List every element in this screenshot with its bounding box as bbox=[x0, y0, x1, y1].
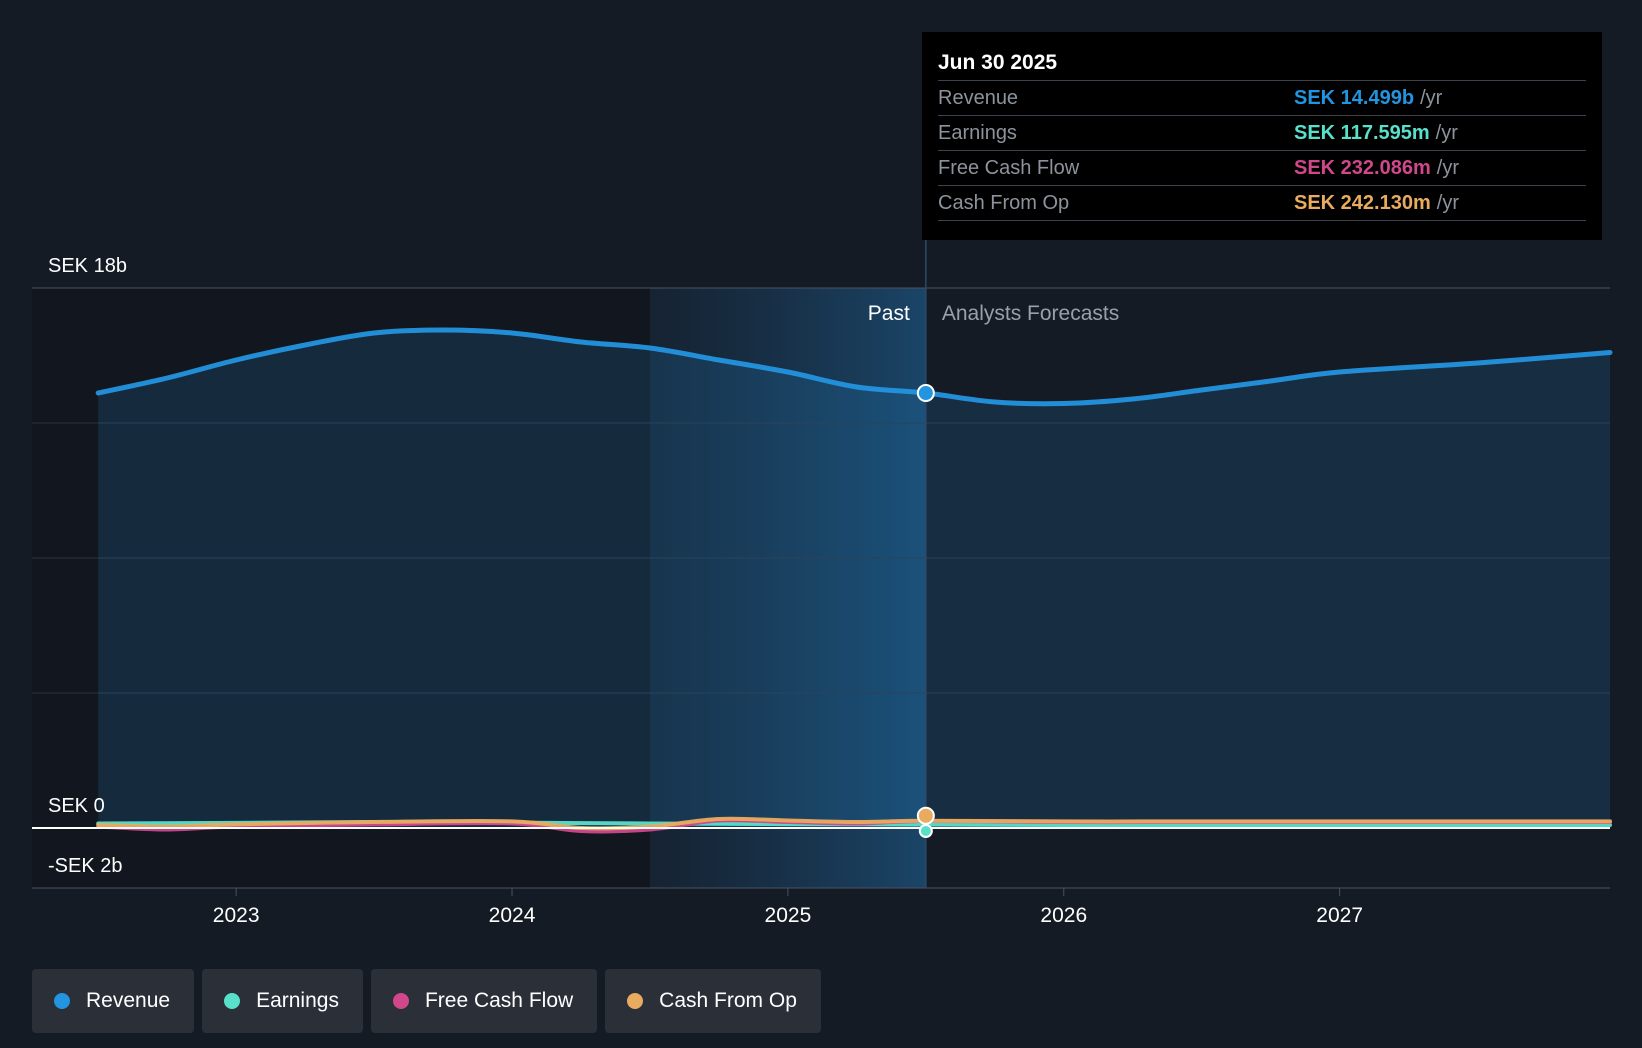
legend-dot-icon bbox=[392, 993, 409, 1009]
revenue-area bbox=[98, 330, 1610, 828]
tooltip-label: Revenue bbox=[938, 87, 1019, 109]
axis-labels: SEK 18b SEK 0 -SEK 2b 2023 2024 2025 2026 2027 P… bbox=[48, 255, 1363, 927]
tooltip-label: Free Cash Flow bbox=[938, 157, 1080, 179]
x-tick-label: 2024 bbox=[489, 904, 536, 927]
legend-dot-icon bbox=[224, 993, 241, 1009]
tooltip-unit: /yr bbox=[1436, 192, 1459, 214]
revenue-point-marker bbox=[916, 384, 935, 403]
tooltip: Jun 30 2025 Revenue SEK 14.499b /yr Earn… bbox=[922, 32, 1602, 240]
past-label: Past bbox=[868, 302, 910, 325]
tooltip-value: SEK 14.499b bbox=[1294, 87, 1415, 109]
legend-label: Free Cash Flow bbox=[424, 989, 574, 1012]
y-tick-label: SEK 0 bbox=[48, 795, 105, 817]
legend-dot-icon bbox=[54, 993, 70, 1009]
tooltip-unit: /yr bbox=[1435, 122, 1458, 144]
legend-item-cash-from-op[interactable]: Cash From Op bbox=[605, 969, 821, 1033]
legend-item-earnings[interactable]: Earnings bbox=[202, 969, 363, 1033]
y-tick-label: -SEK 2b bbox=[48, 855, 122, 877]
earnings-point-marker bbox=[918, 824, 933, 838]
series-lines bbox=[95, 327, 1613, 834]
revenue-line bbox=[95, 327, 1613, 407]
legend-label: Revenue bbox=[86, 989, 171, 1012]
chart-canvas: SEK 18b SEK 0 -SEK 2b 2023 2024 2025 2026 2027 P… bbox=[32, 240, 1613, 927]
x-tick-label: 2023 bbox=[213, 904, 260, 927]
cash-from-op-line bbox=[96, 816, 1612, 831]
tooltip-value: SEK 117.595m bbox=[1294, 122, 1430, 144]
legend: Revenue Earnings Free Cash Flow Cash Fro… bbox=[32, 969, 829, 1033]
legend-label: Earnings bbox=[256, 989, 339, 1012]
tooltip-label: Cash From Op bbox=[938, 192, 1070, 214]
tooltip-value: SEK 232.086m bbox=[1294, 157, 1431, 179]
x-tick-label: 2026 bbox=[1040, 904, 1087, 927]
tooltip-unit: /yr bbox=[1436, 157, 1459, 179]
y-tick-label: SEK 18b bbox=[48, 255, 127, 277]
tooltip-row-revenue: Revenue SEK 14.499b /yr bbox=[938, 80, 1586, 115]
cash-from-op-point-marker bbox=[916, 806, 935, 825]
legend-label: Cash From Op bbox=[659, 989, 797, 1012]
x-tick-label: 2025 bbox=[765, 904, 812, 927]
tooltip-date: Jun 30 2025 bbox=[938, 51, 1058, 74]
tooltip-unit: /yr bbox=[1420, 87, 1443, 109]
legend-item-revenue[interactable]: Revenue bbox=[32, 969, 195, 1033]
x-tick-label: 2027 bbox=[1316, 904, 1363, 927]
series-markers bbox=[916, 384, 935, 838]
tooltip-row-cash-from-op: Cash From Op SEK 242.130m /yr bbox=[938, 185, 1586, 221]
legend-item-free-cash-flow[interactable]: Free Cash Flow bbox=[370, 969, 598, 1033]
tooltip-label: Earnings bbox=[938, 122, 1017, 144]
forecast-label: Analysts Forecasts bbox=[942, 302, 1119, 325]
tooltip-row-earnings: Earnings SEK 117.595m /yr bbox=[938, 115, 1586, 150]
tooltip-row-free-cash-flow: Free Cash Flow SEK 232.086m /yr bbox=[938, 150, 1586, 185]
tooltip-value: SEK 242.130m bbox=[1294, 192, 1431, 214]
series-areas bbox=[98, 330, 1610, 828]
legend-dot-icon bbox=[627, 993, 644, 1009]
